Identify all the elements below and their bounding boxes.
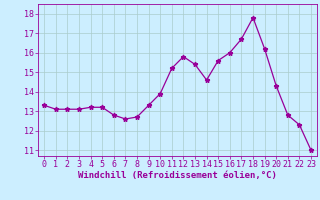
X-axis label: Windchill (Refroidissement éolien,°C): Windchill (Refroidissement éolien,°C) bbox=[78, 171, 277, 180]
